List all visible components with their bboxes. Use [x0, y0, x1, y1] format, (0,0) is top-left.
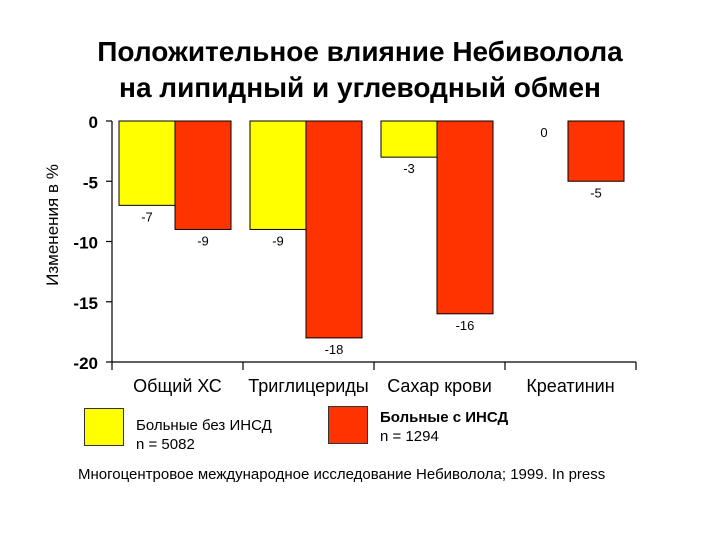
bar [174, 120, 232, 230]
data-label: -9 [272, 233, 284, 248]
legend-label-series-1: Больные без ИНСД [136, 417, 272, 434]
data-label: -18 [325, 342, 344, 357]
x-tick-label: Сахар крови [387, 376, 492, 396]
y-tick-label: -20 [73, 354, 98, 373]
chart-title: Положительное влияние Небиволола на липи… [0, 34, 720, 106]
data-label: 0 [540, 125, 547, 140]
y-axis-title: Изменения в % [43, 164, 62, 286]
legend-entry-series-1: Больные без ИНСД n = 5082 [136, 416, 272, 454]
data-label: -16 [456, 318, 475, 333]
y-tick-label: -10 [73, 234, 98, 253]
bar [436, 120, 494, 315]
data-label: -7 [141, 209, 153, 224]
title-line-2: на липидный и углеводный обмен [119, 72, 601, 103]
x-tick-label: Общий ХС [133, 376, 222, 396]
bar [380, 120, 438, 158]
y-tick-label: -5 [83, 173, 98, 192]
legend-swatch-series-1 [84, 408, 124, 446]
y-tick-label: 0 [89, 113, 98, 132]
x-tick-label: Триглицериды [248, 376, 368, 396]
legend-swatch-series-2 [328, 406, 368, 444]
legend-label-series-2: Больные с ИНСД [380, 409, 509, 426]
bar [249, 120, 307, 230]
y-tick-label: -15 [73, 294, 98, 313]
legend-count-series-2: n = 1294 [380, 428, 439, 445]
bar [567, 120, 625, 182]
footnote: Многоцентровое международное исследовани… [78, 466, 606, 483]
bar [305, 120, 363, 339]
x-tick-label: Креатинин [526, 376, 614, 396]
title-line-1: Положительное влияние Небиволола [97, 36, 623, 67]
legend-entry-series-2: Больные с ИНСД n = 1294 [380, 408, 508, 446]
data-label: -5 [590, 185, 602, 200]
legend-count-series-1: n = 5082 [136, 436, 195, 453]
bar [118, 120, 176, 206]
data-label: -3 [403, 161, 415, 176]
data-label: -9 [197, 233, 209, 248]
